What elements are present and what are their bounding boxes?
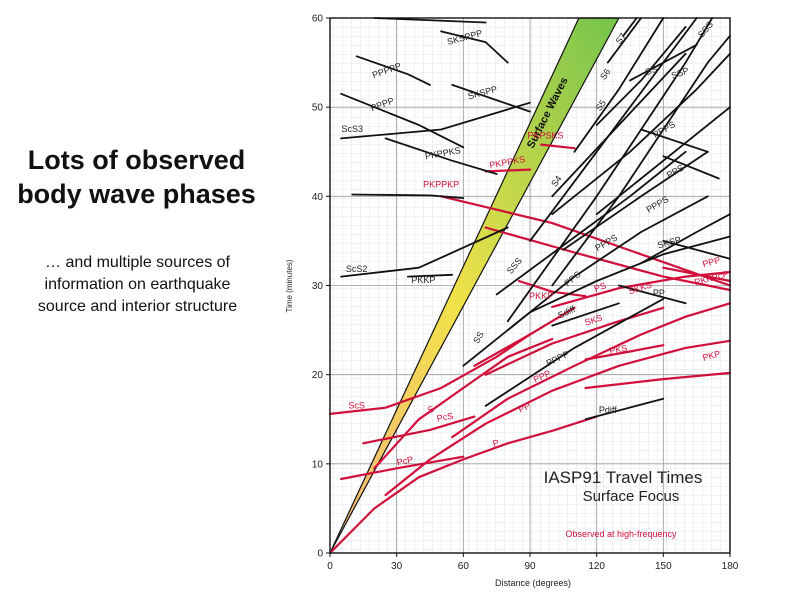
- series-pppp-19: [484, 298, 665, 407]
- series-ssss-25: [551, 52, 731, 216]
- x-tick-label-3: 90: [524, 561, 536, 572]
- phase-label-pdiff-18: Pdiff: [599, 405, 617, 415]
- series-p-branch-ray-1-45: [506, 17, 714, 323]
- series-s-6: [373, 337, 554, 470]
- phase-label-pks-10: PKS: [609, 343, 628, 356]
- series-p-branch-ray-2-46: [551, 34, 731, 287]
- series-scs2-36: [340, 226, 509, 278]
- series-pkppkp-38: [351, 193, 465, 199]
- chart-title: IASP91 Travel Times: [544, 468, 703, 487]
- phase-label-p-0: P: [492, 437, 500, 448]
- series-pps-22: [506, 195, 709, 331]
- series-scs-4: [328, 333, 532, 415]
- series-s4-27: [551, 52, 687, 198]
- series-pdiff-18: [584, 397, 665, 421]
- series-pkppks-16: [484, 168, 532, 173]
- series-sks-7: [484, 306, 665, 376]
- phase-curves: [328, 17, 732, 555]
- y-tick-label-3: 30: [312, 281, 324, 292]
- series-pp-34: [618, 284, 687, 305]
- series-pkkp-12: [517, 279, 587, 298]
- phase-label-ps-9: PS: [593, 280, 608, 294]
- chart-subtitle: Surface Focus: [583, 488, 680, 505]
- slide-subtitle-line-1: … and multiple sources of: [45, 254, 230, 271]
- series-pkp-11: [584, 371, 732, 390]
- phase-label-s-6: S: [426, 404, 436, 416]
- phase-label-pp-26: PP: [653, 288, 665, 298]
- phase-label-pkp-11: PKP: [701, 349, 721, 363]
- series-sksppp-43: [440, 30, 509, 64]
- series-p-branch-ray-4-48: [573, 17, 665, 153]
- phase-label-pcp-3: PcP: [396, 454, 414, 467]
- phase-label-ss-34: SS: [644, 64, 659, 78]
- series-p-0: [328, 415, 598, 555]
- y-tick-label-0: 0: [317, 549, 323, 560]
- slide-subtitle: … and multiple sources of information on…: [10, 252, 265, 318]
- phase-label-pkpsks-17: PKPSKS: [528, 130, 564, 140]
- x-axis-label: Distance (degrees): [495, 578, 571, 588]
- series-pp-1: [384, 339, 732, 497]
- series-pkpsks-17: [540, 143, 576, 150]
- series-s5-28: [595, 26, 687, 126]
- y-tick-label-6: 60: [312, 14, 324, 25]
- y-axis-label: Time (minutes): [285, 259, 294, 312]
- series-ppp-2: [451, 302, 732, 439]
- series-sksppp-top-44: [373, 17, 487, 24]
- phase-label-scs-4: ScS: [348, 401, 365, 411]
- chart-note: Observed at high-frequency: [565, 529, 677, 539]
- series-pkppkp-13: [440, 195, 732, 287]
- slide-subtitle-line-2: information on earthquake: [44, 276, 231, 293]
- series-p-branch-ray-5-49: [595, 106, 731, 216]
- series-pcs-5: [362, 415, 476, 445]
- y-tick-label-5: 50: [312, 103, 324, 114]
- series-pcp-3: [340, 455, 465, 481]
- series-pkppks-39: [384, 137, 498, 175]
- series-s6-29: [606, 17, 642, 64]
- series-ps-9: [473, 306, 576, 367]
- series-skks-8: [551, 271, 732, 308]
- phase-label-scs2-38: ScS2: [346, 264, 368, 274]
- slide-title-line-1: Lots of observed: [27, 145, 246, 175]
- series-skspp-42: [451, 84, 531, 113]
- series-s7-30: [622, 17, 638, 37]
- phase-label-scs3-39: ScS3: [341, 124, 363, 134]
- series-sdiff-20: [551, 302, 620, 327]
- y-tick-label-1: 10: [312, 459, 324, 470]
- phase-label-pkppkp-13: PKPPKP: [423, 179, 459, 189]
- phase-label-pcs-5: PcS: [436, 411, 454, 424]
- series-scs3-37: [340, 101, 531, 140]
- series-ppppp-41: [355, 55, 431, 86]
- y-tick-label-2: 20: [312, 370, 324, 381]
- y-tick-label-4: 40: [312, 192, 324, 203]
- phase-label-pp-1: PP: [517, 401, 532, 415]
- series-pks-10: [584, 344, 665, 361]
- x-tick-label-6: 180: [722, 561, 739, 572]
- series-pkkp-35: [406, 273, 454, 278]
- slide-title-line-2: body wave phases: [17, 179, 256, 209]
- phase-label-pkkp-12: PKKP: [529, 291, 553, 301]
- x-tick-label-4: 120: [588, 561, 605, 572]
- slide-subtitle-line-3: source and interior structure: [37, 298, 238, 315]
- x-tick-label-2: 60: [458, 561, 470, 572]
- x-tick-label-1: 30: [391, 561, 403, 572]
- phase-label-pkkp-37: PKKP: [411, 275, 435, 285]
- series-pps-upper-33: [662, 155, 720, 180]
- phase-label-ppp-14: PPP: [701, 255, 721, 269]
- series-sss-23: [495, 150, 687, 296]
- series-p-branch-ray-6-50: [662, 240, 731, 260]
- x-tick-label-0: 0: [327, 561, 333, 572]
- series-pppp-40: [340, 92, 465, 149]
- series-sksp-26: [640, 213, 731, 265]
- series-p-branch-ray-3-47: [529, 17, 698, 242]
- series-ppps-24: [562, 150, 709, 251]
- axes: 0 30 60 90 120 150 180 0 10 20 30 40 50 60: [312, 14, 739, 573]
- slide-title: Lots of observed body wave phases: [5, 143, 268, 211]
- series-ppps-upper-32: [640, 128, 709, 153]
- x-tick-label-5: 150: [655, 561, 672, 572]
- series-pkkpcp-15: [662, 266, 732, 283]
